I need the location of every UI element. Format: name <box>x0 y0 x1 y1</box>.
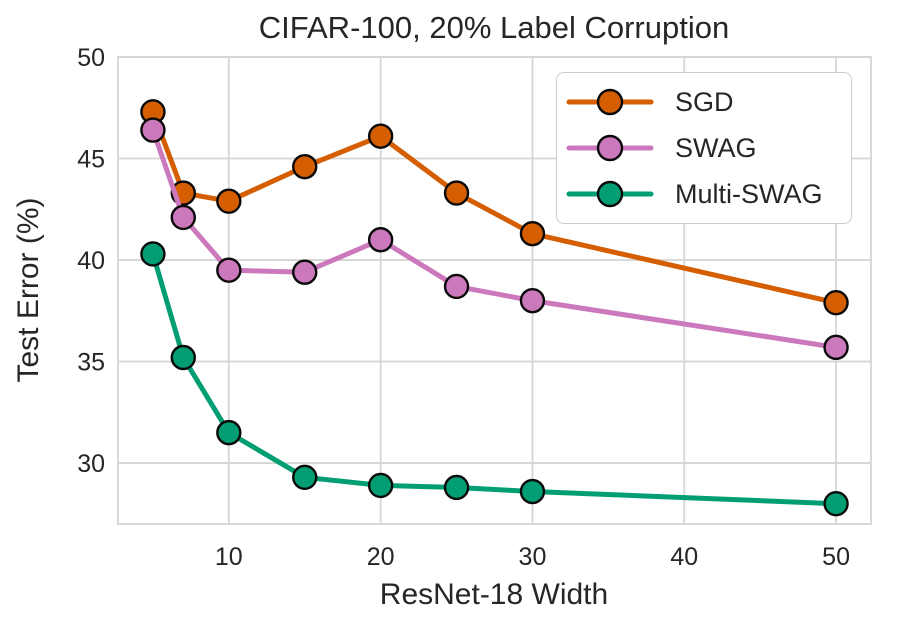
data-point-swag <box>443 273 470 300</box>
legend: SGD SWAG Multi-SWAG <box>556 72 852 224</box>
legend-circle-sample <box>596 134 624 162</box>
y-tick-labels: 30 35 40 45 50 <box>77 44 105 478</box>
data-point-multi-swag <box>216 419 242 446</box>
data-point-sgd <box>443 180 470 206</box>
legend-marker-swag <box>566 134 654 162</box>
chart-title: CIFAR-100, 20% Label Corruption <box>259 10 729 45</box>
legend-label-multi-swag: Multi-SWAG <box>675 178 823 209</box>
x-tick-labels: 10 20 30 40 50 <box>215 543 850 571</box>
data-point-multi-swag <box>140 241 166 267</box>
data-point-multi-swag <box>367 472 394 499</box>
data-point-sgd <box>292 153 318 180</box>
legend-circle-sample <box>596 88 624 116</box>
legend-circle-sample <box>596 180 624 208</box>
series-swag <box>140 117 849 361</box>
y-tick-label: 45 <box>77 146 105 174</box>
data-point-swag <box>367 227 394 253</box>
legend-item-sgd: SGD <box>565 80 843 124</box>
data-point-sgd <box>216 188 242 214</box>
legend-marker-multi-swag <box>566 180 654 208</box>
legend-label-sgd: SGD <box>675 86 734 117</box>
data-point-multi-swag <box>519 478 546 505</box>
y-tick-label: 30 <box>77 450 105 478</box>
x-tick-label: 50 <box>822 543 850 571</box>
legend-item-swag: SWAG <box>565 126 843 170</box>
y-tick-label: 40 <box>77 247 105 275</box>
x-tick-label: 40 <box>670 543 698 571</box>
plot-border <box>117 56 872 525</box>
y-axis-label: Test Error (%) <box>12 197 45 382</box>
y-tick-label: 50 <box>77 44 105 72</box>
data-point-swag <box>140 117 166 143</box>
x-axis-label: ResNet-18 Width <box>380 578 608 611</box>
data-point-multi-swag <box>170 344 196 371</box>
legend-item-multi-swag: Multi-SWAG <box>565 172 843 216</box>
x-tick-label: 30 <box>519 543 547 571</box>
legend-label-swag: SWAG <box>675 132 757 163</box>
data-point-sgd <box>367 123 394 149</box>
x-tick-label: 20 <box>367 543 395 571</box>
data-point-swag <box>823 334 849 361</box>
data-point-swag <box>519 287 546 314</box>
legend-marker-sgd <box>566 88 654 116</box>
series-sgd <box>140 99 849 316</box>
y-tick-label: 35 <box>77 349 105 377</box>
series-multi-swag <box>140 241 849 517</box>
data-point-sgd <box>519 220 546 247</box>
data-point-sgd <box>823 289 849 316</box>
data-point-swag <box>216 257 242 283</box>
data-point-multi-swag <box>443 474 470 501</box>
data-point-swag <box>170 204 196 231</box>
data-point-multi-swag <box>292 464 318 490</box>
series-group <box>140 99 849 517</box>
data-point-multi-swag <box>823 490 849 517</box>
x-tick-label: 10 <box>215 543 243 571</box>
data-point-swag <box>292 259 318 285</box>
